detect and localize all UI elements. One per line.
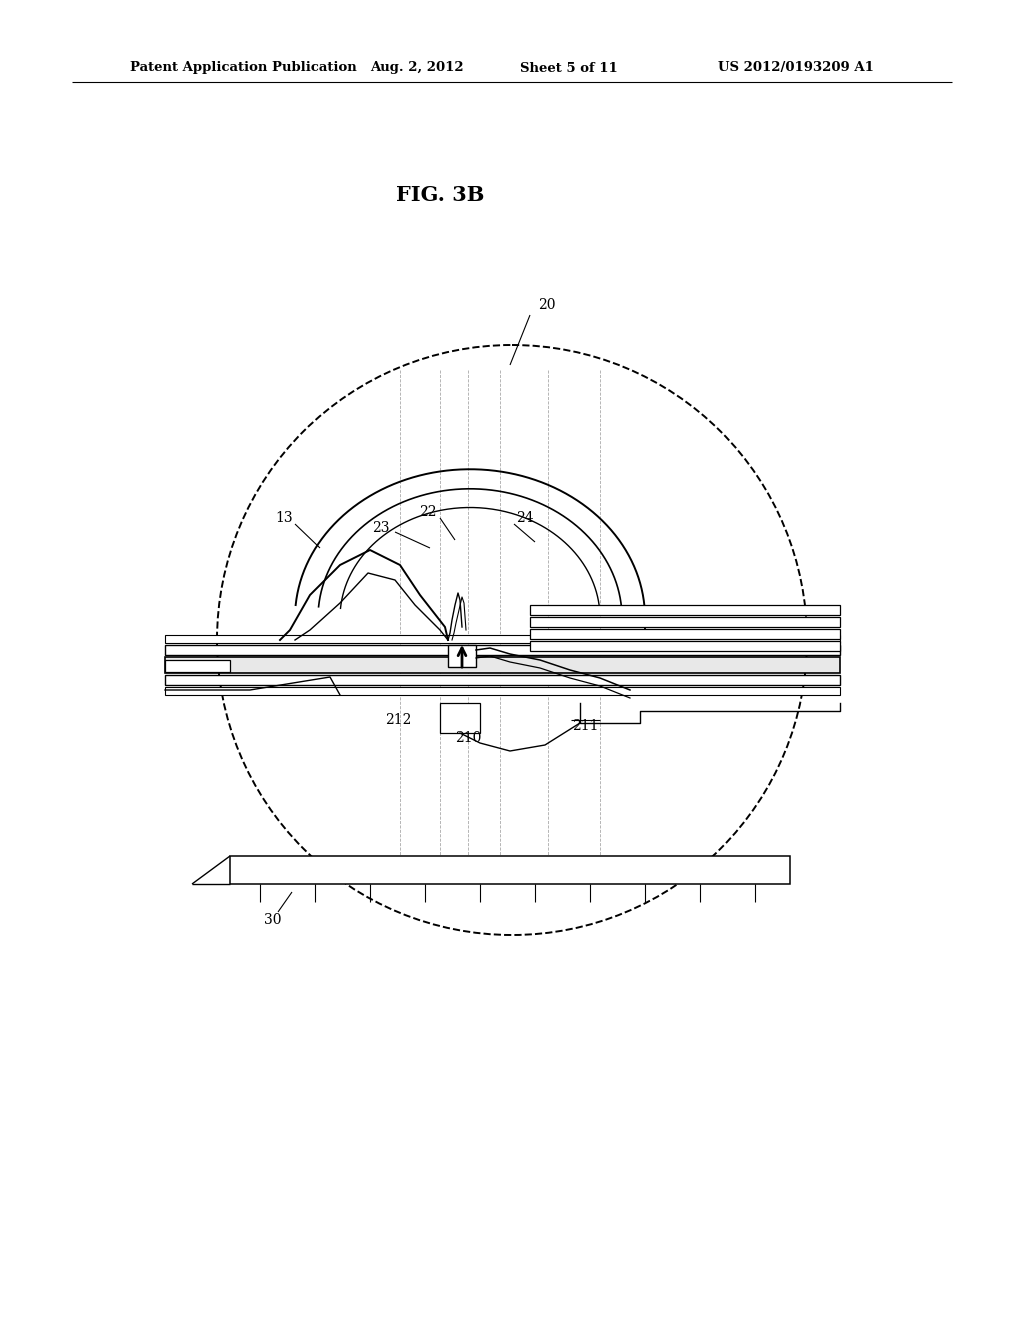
Bar [165,660,230,672]
Text: 210: 210 [455,731,481,744]
Bar [165,635,840,643]
Text: 24: 24 [516,511,534,525]
Text: 30: 30 [264,913,282,927]
Text: 212: 212 [385,713,412,727]
Text: Aug. 2, 2012: Aug. 2, 2012 [370,62,464,74]
Bar [440,704,480,733]
Text: 22: 22 [420,506,437,519]
Text: 211: 211 [572,719,598,733]
Bar [449,645,476,667]
Bar [165,686,840,696]
Bar [530,616,840,627]
Text: Sheet 5 of 11: Sheet 5 of 11 [520,62,617,74]
Bar [530,630,840,639]
Text: Patent Application Publication: Patent Application Publication [130,62,356,74]
Bar [530,642,840,651]
Text: 20: 20 [538,298,555,312]
Bar [165,645,840,655]
Bar [530,605,840,615]
Text: 13: 13 [275,511,293,525]
Bar [165,657,840,673]
Bar [165,675,840,685]
Bar [230,855,790,884]
Text: 23: 23 [373,521,390,535]
Text: FIG. 3B: FIG. 3B [396,185,484,205]
Text: US 2012/0193209 A1: US 2012/0193209 A1 [718,62,873,74]
